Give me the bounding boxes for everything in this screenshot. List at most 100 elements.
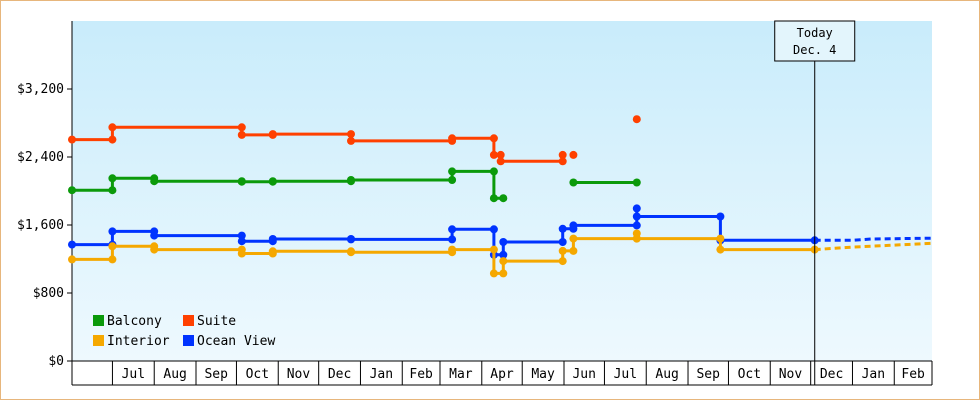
data-point-balcony bbox=[499, 194, 508, 203]
data-point-ocean-view bbox=[237, 231, 246, 240]
data-point-suite bbox=[632, 115, 641, 124]
y-tick-label: $1,600 bbox=[17, 218, 64, 233]
legend-swatch-suite bbox=[183, 315, 194, 326]
plot-area bbox=[72, 21, 932, 361]
data-point-ocean-view bbox=[237, 237, 246, 246]
y-tick-label: $0 bbox=[48, 354, 64, 369]
data-point-interior bbox=[499, 269, 508, 278]
data-point-balcony bbox=[489, 167, 498, 176]
data-point-ocean-view bbox=[448, 225, 457, 234]
forecast-line-interior bbox=[814, 241, 933, 252]
legend-swatch-balcony bbox=[93, 315, 104, 326]
data-point-suite bbox=[496, 150, 505, 159]
data-point-balcony bbox=[68, 186, 76, 195]
y-axis: $0 $800 $1,600 $2,400 $3,200 bbox=[17, 21, 73, 385]
legend-label-interior: Interior bbox=[107, 334, 170, 349]
x-tick-label: Dec bbox=[820, 367, 843, 382]
data-point-balcony bbox=[108, 174, 117, 183]
series-layer bbox=[68, 115, 819, 278]
data-point-ocean-view bbox=[632, 212, 641, 221]
today-box bbox=[774, 20, 856, 62]
x-tick-label: Jul bbox=[122, 367, 145, 382]
data-point-interior bbox=[489, 269, 498, 278]
data-point-suite bbox=[347, 130, 355, 139]
data-point-ocean-view bbox=[569, 221, 578, 230]
y-tick-label: $3,200 bbox=[17, 82, 64, 97]
x-tick-label: May bbox=[531, 367, 555, 382]
data-point-ocean-view bbox=[632, 221, 641, 230]
data-point-suite bbox=[448, 134, 457, 143]
data-point-balcony bbox=[569, 178, 578, 187]
data-point-suite bbox=[108, 123, 117, 132]
data-point-balcony bbox=[237, 177, 246, 186]
data-point-balcony bbox=[108, 186, 117, 195]
data-point-suite bbox=[237, 130, 246, 139]
x-tick-label: Dec bbox=[328, 367, 351, 382]
x-tick-label: Jul bbox=[614, 367, 637, 382]
x-tick-label: Aug bbox=[163, 367, 186, 382]
data-point-ocean-view bbox=[268, 235, 277, 243]
data-point-interior bbox=[558, 257, 567, 266]
data-point-interior bbox=[499, 257, 508, 266]
data-point-interior bbox=[150, 245, 159, 254]
data-point-ocean-view bbox=[558, 238, 567, 246]
x-tick-label: Nov bbox=[287, 367, 311, 382]
x-tick-label: Nov bbox=[779, 367, 803, 382]
data-point-balcony bbox=[448, 176, 457, 184]
legend: Balcony Suite Interior Ocean View bbox=[93, 314, 275, 349]
data-point-balcony bbox=[150, 177, 159, 186]
data-point-ocean-view bbox=[150, 231, 159, 240]
data-point-interior bbox=[716, 234, 725, 243]
x-tick-label: Aug bbox=[655, 367, 678, 382]
data-point-ocean-view bbox=[499, 250, 508, 259]
data-point-suite bbox=[558, 157, 567, 166]
data-point-interior bbox=[632, 234, 641, 243]
x-tick-label: Mar bbox=[449, 367, 473, 382]
x-tick-label: Jun bbox=[572, 367, 595, 382]
x-tick-label: Sep bbox=[696, 367, 720, 382]
data-point-balcony bbox=[489, 194, 498, 203]
data-point-interior bbox=[448, 245, 457, 254]
data-point-interior bbox=[108, 242, 117, 251]
data-point-ocean-view bbox=[489, 225, 498, 234]
x-tick-label: Jan bbox=[862, 367, 885, 382]
data-point-suite bbox=[489, 150, 498, 159]
legend-label-balcony: Balcony bbox=[107, 314, 162, 329]
data-point-interior bbox=[489, 245, 498, 254]
x-tick-label: Jan bbox=[370, 367, 393, 382]
data-point-suite bbox=[108, 135, 117, 144]
data-point-suite bbox=[569, 150, 578, 159]
data-point-interior bbox=[68, 255, 76, 264]
data-point-suite bbox=[558, 150, 567, 159]
data-point-suite bbox=[496, 157, 505, 166]
data-point-ocean-view bbox=[108, 227, 117, 236]
data-point-suite bbox=[347, 136, 355, 145]
data-point-ocean-view bbox=[716, 212, 725, 221]
data-point-ocean-view bbox=[632, 204, 641, 213]
data-point-balcony bbox=[632, 178, 641, 187]
x-tick-label: Feb bbox=[901, 367, 925, 382]
x-axis: Jul Aug Sep Oct Nov Dec Jan Feb Mar Apr May Jun Jul A… bbox=[72, 360, 933, 386]
x-tick-label: Oct bbox=[738, 367, 761, 382]
data-point-interior bbox=[569, 234, 578, 243]
today-date-label: Dec. 4 bbox=[793, 43, 836, 57]
today-marker: Today Dec. 4 bbox=[774, 20, 856, 385]
x-tick-label: Apr bbox=[490, 367, 514, 382]
forecast-layer bbox=[814, 236, 933, 252]
data-point-interior bbox=[716, 245, 725, 254]
today-label: Today bbox=[797, 26, 833, 40]
data-point-ocean-view bbox=[558, 224, 567, 233]
data-point-balcony bbox=[268, 177, 277, 186]
data-point-interior bbox=[268, 247, 277, 256]
data-point-interior bbox=[108, 255, 117, 264]
x-tick-label: Sep bbox=[204, 367, 228, 382]
data-point-suite bbox=[68, 135, 76, 144]
data-point-ocean-view bbox=[68, 240, 76, 249]
legend-swatch-interior bbox=[93, 335, 104, 346]
data-point-interior bbox=[558, 246, 567, 255]
data-point-suite bbox=[268, 130, 277, 139]
data-point-interior bbox=[569, 246, 578, 255]
data-point-balcony bbox=[448, 167, 457, 176]
